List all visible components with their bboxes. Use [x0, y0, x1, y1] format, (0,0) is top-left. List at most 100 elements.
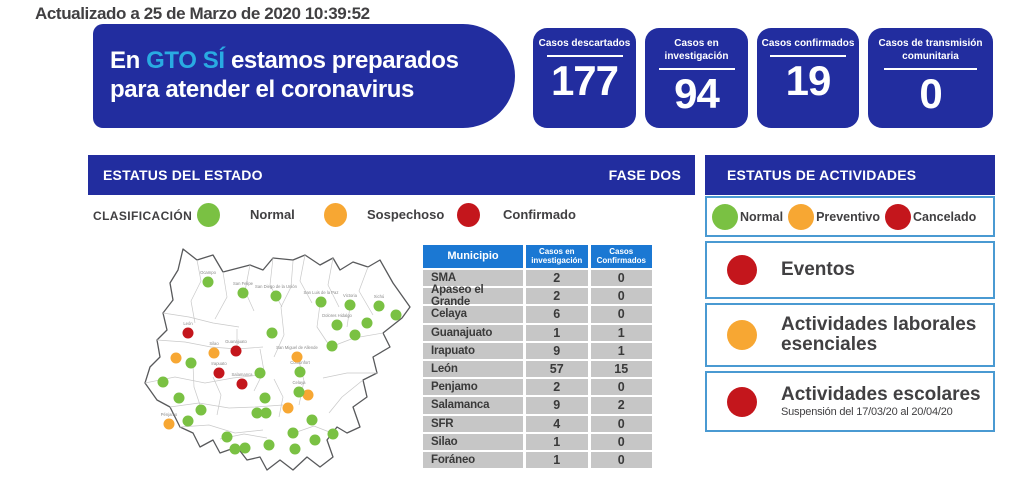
municipality-dot-normal: [202, 276, 214, 288]
table-header-confirmados: Casos Confirmados: [587, 245, 653, 268]
guanajuato-state-map: Ocampo San Felipe San Diego de la Unión San…: [133, 247, 423, 482]
cell-investigacion: 2: [523, 288, 588, 305]
municipality-dot-sospechoso: [163, 418, 175, 430]
municipality-dot-normal: [173, 392, 185, 404]
municipality-label: Dolores Hidalgo: [322, 313, 352, 318]
stat-card-divider: [883, 68, 978, 70]
activity-legend-item-cancelado: Cancelado: [885, 203, 977, 230]
activity-status-dot: [727, 255, 757, 285]
banner-line-1: En GTO SÍ estamos preparados: [110, 47, 459, 75]
municipality-dot-normal: [287, 427, 299, 439]
legend-label: Cancelado: [913, 209, 977, 224]
estado-header-bar: ESTATUS DEL ESTADO FASE DOS: [88, 155, 695, 195]
stat-card-label: Casos confirmados: [761, 38, 855, 49]
municipality-dot-normal: [289, 443, 301, 455]
cell-municipio: Celaya: [431, 308, 467, 321]
municipality-table: Municipio Casos en investigación Casos C…: [423, 245, 653, 469]
municipality-dot-normal: [390, 309, 402, 321]
legend-label-confirmado: Confirmado: [503, 207, 576, 222]
municipality-dot-sospechoso: [291, 351, 303, 363]
stat-card-confirmados: Casos confirmados 19: [757, 28, 859, 128]
municipality-dot-normal: [327, 428, 339, 440]
banner-line-2: para atender el coronavirus: [110, 76, 414, 103]
municipality-dot-confirmado: [213, 367, 225, 379]
activity-row-laborales: Actividades laborales esenciales: [705, 303, 995, 367]
cell-municipio: Apaseo el Grande: [431, 284, 484, 309]
municipality-dot-normal: [260, 407, 272, 419]
municipality-dot-normal: [309, 434, 321, 446]
table-row: SFR 4 0: [423, 413, 652, 432]
cell-confirmados: 1: [587, 324, 653, 341]
municipality-dot-normal: [315, 296, 327, 308]
activity-label: Actividades laborales esenciales: [781, 314, 977, 355]
municipality-dot-normal: [254, 367, 266, 379]
municipality-label: León: [183, 321, 193, 326]
municipality-dot-normal: [293, 386, 305, 398]
legend-dot-sospechoso: [324, 203, 347, 227]
cell-investigacion: 1: [523, 433, 588, 450]
updated-timestamp: Actualizado a 25 de Marzo de 2020 10:39:…: [35, 4, 370, 23]
table-header-municipio: Municipio: [447, 250, 499, 263]
municipality-dot-normal: [263, 439, 275, 451]
stat-card-transmision: Casos de transmisión comunitaria 0: [868, 28, 993, 128]
table-row: Penjamo 2 0: [423, 377, 652, 396]
municipality-dot-normal: [306, 414, 318, 426]
cell-investigacion: 2: [523, 379, 588, 396]
legend-dot-preventivo: [788, 203, 815, 230]
cell-municipio: Silao: [431, 435, 458, 448]
municipality-dot-normal: [331, 319, 343, 331]
fase-label: FASE DOS: [608, 167, 681, 183]
cell-municipio: Penjamo: [431, 381, 478, 394]
municipality-label: San Luis de la Paz: [304, 290, 339, 295]
stat-card-value: 94: [674, 70, 720, 117]
state-outline: [144, 248, 411, 471]
stat-card-value: 19: [785, 57, 832, 104]
municipality-dot-sospechoso: [302, 389, 314, 401]
municipality-dots: [157, 276, 402, 455]
cell-confirmados: 0: [587, 306, 653, 323]
stat-card-descartados: Casos descartados 177: [533, 28, 636, 128]
cell-confirmados: 0: [587, 433, 653, 450]
table-body: SMA 2 0 Apaseo el Grande 2 0 Celaya 6 0 Guanajuat…: [423, 268, 653, 469]
municipality-dot-normal: [185, 357, 197, 369]
municipality-dot-confirmado: [182, 327, 194, 339]
municipality-label: Celaya: [292, 380, 306, 385]
cell-investigacion: 6: [523, 306, 588, 323]
cell-investigacion: 4: [523, 415, 588, 432]
municipality-dot-sospechoso: [170, 352, 182, 364]
municipality-dot-normal: [195, 404, 207, 416]
municipality-dot-normal: [221, 431, 233, 443]
municipality-label: San Diego de la Unión: [255, 284, 298, 289]
stat-card-value: 0: [919, 70, 942, 117]
cell-municipio: SMA: [431, 272, 456, 285]
municipality-dot-normal: [270, 290, 282, 302]
cell-investigacion: 9: [523, 397, 588, 414]
municipality-label: Ocampo: [200, 270, 216, 275]
cell-municipio: SFR: [431, 417, 454, 430]
actividades-title: ESTATUS DE ACTIVIDADES: [727, 167, 917, 183]
cell-investigacion: 57: [523, 360, 588, 378]
municipality-dot-normal: [237, 287, 249, 299]
legend-dot-cancelado: [885, 203, 911, 230]
cell-confirmados: 0: [587, 270, 653, 287]
cell-confirmados: 0: [587, 288, 653, 305]
activity-label: Actividades escolares: [781, 383, 981, 405]
municipality-label: Irapuato: [211, 361, 227, 366]
municipality-dot-normal: [229, 443, 241, 455]
table-row: Celaya 6 0: [423, 304, 653, 323]
table-header-row: Municipio Casos en investigación Casos C…: [423, 245, 652, 268]
municipality-label: San Felipe: [233, 281, 254, 286]
municipality-dot-sospechoso: [282, 402, 294, 414]
municipality-label: Guanajuato: [225, 339, 247, 344]
cell-investigacion: 9: [523, 342, 588, 359]
hero-banner: En GTO SÍ estamos preparados para atende…: [93, 24, 515, 128]
municipality-label: Comonfort: [290, 360, 310, 365]
table-row: Guanajuato 1 1: [423, 322, 653, 341]
actividades-legend: Normal Preventivo Cancelado: [705, 196, 995, 237]
stat-card-label: Casos de transmisión comunitaria: [878, 38, 983, 62]
stat-card-investigacion: Casos en investigación 94: [645, 28, 748, 128]
activity-legend-item-preventivo: Preventivo: [788, 203, 880, 230]
cell-municipio: Salamanca: [431, 399, 490, 412]
municipality-dot-normal: [157, 376, 169, 388]
